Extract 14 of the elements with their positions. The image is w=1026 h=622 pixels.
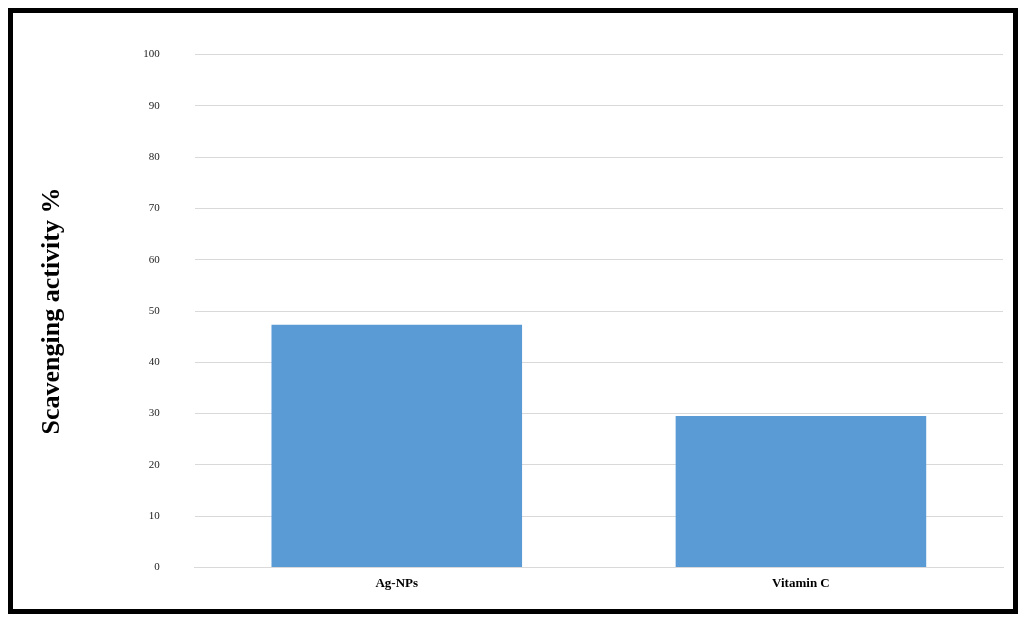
y-tick-label: 70 (148, 201, 161, 214)
y-tick-label: 100 (143, 47, 161, 60)
y-tick-label: 50 (148, 303, 161, 316)
y-tick-label: 20 (148, 457, 161, 470)
y-axis-title: Scavenging activity % (36, 187, 66, 435)
y-tick-label: 90 (148, 98, 161, 111)
x-tick-label: Vitamin C (772, 574, 830, 590)
y-tick-label: 10 (148, 509, 161, 522)
y-tick-label: 0 (154, 560, 161, 573)
y-tick-label: 40 (148, 355, 161, 368)
y-tick-label: 80 (148, 150, 161, 163)
y-tick-label: 60 (148, 252, 161, 265)
x-tick-label: Ag-NPs (375, 574, 419, 590)
y-tick-label: 30 (148, 406, 161, 419)
